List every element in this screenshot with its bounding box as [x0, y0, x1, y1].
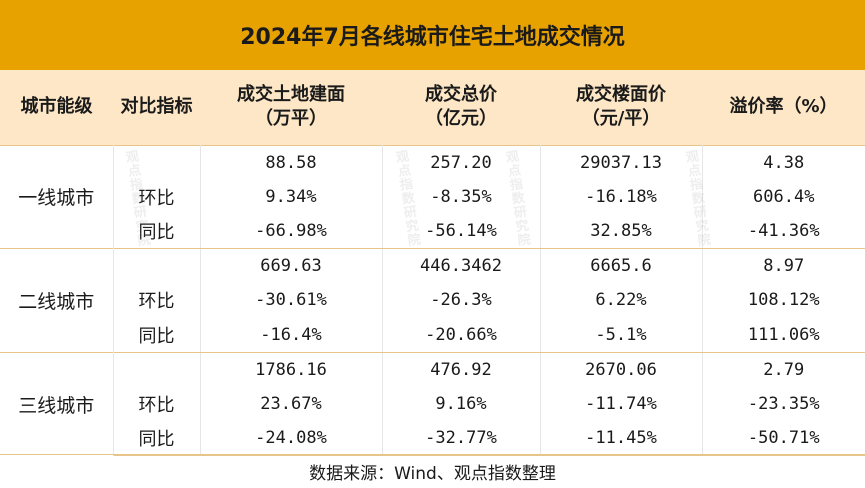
area-cell: 1786.16 — [200, 351, 383, 387]
floor-price-cell: 2670.06 — [540, 351, 703, 387]
header-city-tier: 城市能级 — [20, 96, 93, 118]
area-cell: -24.08% — [200, 421, 383, 456]
floor-price-cell: -11.45% — [540, 421, 703, 456]
comparison-cell: 环比 — [113, 179, 201, 214]
floor-price-cell: 6.22% — [540, 283, 703, 318]
total-price-cell: -56.14% — [382, 214, 541, 249]
city-tier-cell: 三线城市 — [0, 351, 114, 456]
header-comparison: 对比指标 — [120, 96, 193, 118]
table-row: 三线城市 1786.16 476.92 2670.06 2.79 — [0, 351, 865, 456]
comparison-cell: 环比 — [113, 386, 201, 421]
header-premium-rate: 溢价率（%） — [729, 96, 838, 118]
area-cell: -66.98% — [200, 214, 383, 249]
table-row: 环比 -30.61% -26.3% 6.22% 108.12% — [0, 283, 865, 318]
total-price-cell: -8.35% — [382, 179, 541, 214]
table-row: 同比 -16.4% -20.66% -5.1% 111.06% — [0, 317, 865, 353]
comparison-cell: 环比 — [113, 283, 201, 318]
premium-rate-cell: 8.97 — [702, 248, 865, 283]
floor-price-cell: 29037.13 — [540, 144, 703, 180]
premium-rate-cell: 108.12% — [747, 290, 820, 311]
table-title: 2024年7月各线城市住宅土地成交情况 — [0, 0, 865, 70]
premium-rate-cell: 606.4% — [753, 186, 815, 207]
total-price-cell: -32.77% — [382, 421, 541, 456]
floor-price-cell: -5.1% — [540, 317, 703, 353]
premium-rate-cell: 4.38 — [702, 144, 865, 180]
source-note: 数据来源：Wind、观点指数整理 — [0, 454, 865, 488]
comparison-cell — [113, 248, 201, 283]
header-area: 成交土地建面 （万平） — [237, 84, 345, 130]
table-row: 环比 9.34% -8.35% -16.18% 606.4% — [0, 179, 865, 214]
table-row: 同比 -24.08% -32.77% -11.45% -50.71% — [0, 421, 865, 456]
comparison-cell: 同比 — [113, 421, 201, 456]
premium-rate-cell: -50.71% — [702, 421, 865, 456]
area-cell: 88.58 — [200, 144, 383, 180]
comparison-cell: 同比 — [113, 317, 201, 353]
table-header-row: 城市能级 对比指标 成交土地建面 （万平） 成交总价 （亿元） 成交楼面价 （元/平）… — [0, 70, 865, 145]
floor-price-cell: -11.74% — [540, 386, 703, 421]
premium-rate-cell: -41.36% — [702, 214, 865, 249]
table-row: 同比 -66.98% -56.14% 32.85% -41.36% — [0, 214, 865, 249]
total-price-cell: 257.20 — [382, 144, 541, 180]
premium-rate-cell: 111.06% — [702, 317, 865, 353]
area-cell: -16.4% — [200, 317, 383, 353]
city-tier-cell: 一线城市 — [0, 144, 114, 249]
area-cell: 23.67% — [200, 386, 383, 421]
area-cell: 9.34% — [200, 179, 383, 214]
area-cell: 669.63 — [200, 248, 383, 283]
total-price-cell: -20.66% — [382, 317, 541, 353]
table-row: 一线城市 88.58 257.20 29037.13 4.38 — [0, 144, 865, 249]
comparison-cell: 同比 — [113, 214, 201, 249]
premium-rate-cell: 2.79 — [702, 351, 865, 387]
floor-price-cell: 6665.6 — [540, 248, 703, 283]
header-total-price: 成交总价 （亿元） — [425, 84, 497, 130]
area-cell: -30.61% — [200, 283, 383, 318]
header-floor-price: 成交楼面价 （元/平） — [576, 84, 666, 130]
floor-price-cell: -16.18% — [540, 179, 703, 214]
total-price-cell: 9.16% — [382, 386, 541, 421]
city-tier-cell: 二线城市 — [0, 248, 114, 352]
premium-rate-cell: -23.35% — [747, 393, 820, 414]
table-row: 二线城市 669.63 446.3462 6665.6 8.97 — [0, 248, 865, 352]
table-row: 环比 23.67% 9.16% -11.74% -23.35% — [0, 386, 865, 421]
total-price-cell: 476.92 — [382, 351, 541, 387]
total-price-cell: 446.3462 — [382, 248, 541, 283]
comparison-cell — [113, 351, 201, 387]
total-price-cell: -26.3% — [382, 283, 541, 318]
comparison-cell — [113, 144, 201, 180]
floor-price-cell: 32.85% — [540, 214, 703, 249]
land-transaction-table: 城市能级 对比指标 成交土地建面 （万平） 成交总价 （亿元） 成交楼面价 （元/平）… — [0, 70, 865, 456]
